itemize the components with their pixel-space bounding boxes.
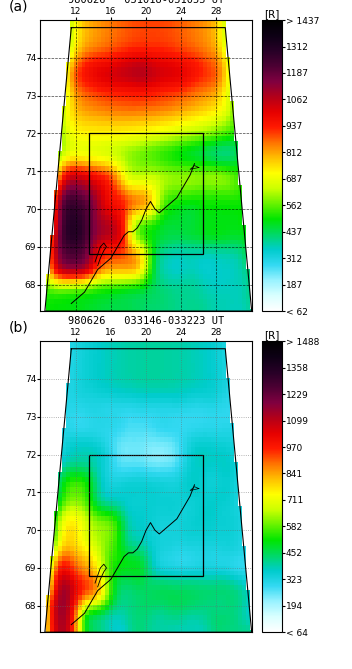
Bar [89,133,203,254]
Title: 980626   033146-033223 UT: 980626 033146-033223 UT [68,316,224,326]
Text: (b): (b) [9,320,29,334]
Bar [89,454,203,575]
Title: 980626   031018-031055 UT: 980626 031018-031055 UT [68,0,224,5]
Text: (a): (a) [9,0,28,13]
Title: [R]: [R] [264,330,279,341]
Title: [R]: [R] [264,9,279,19]
